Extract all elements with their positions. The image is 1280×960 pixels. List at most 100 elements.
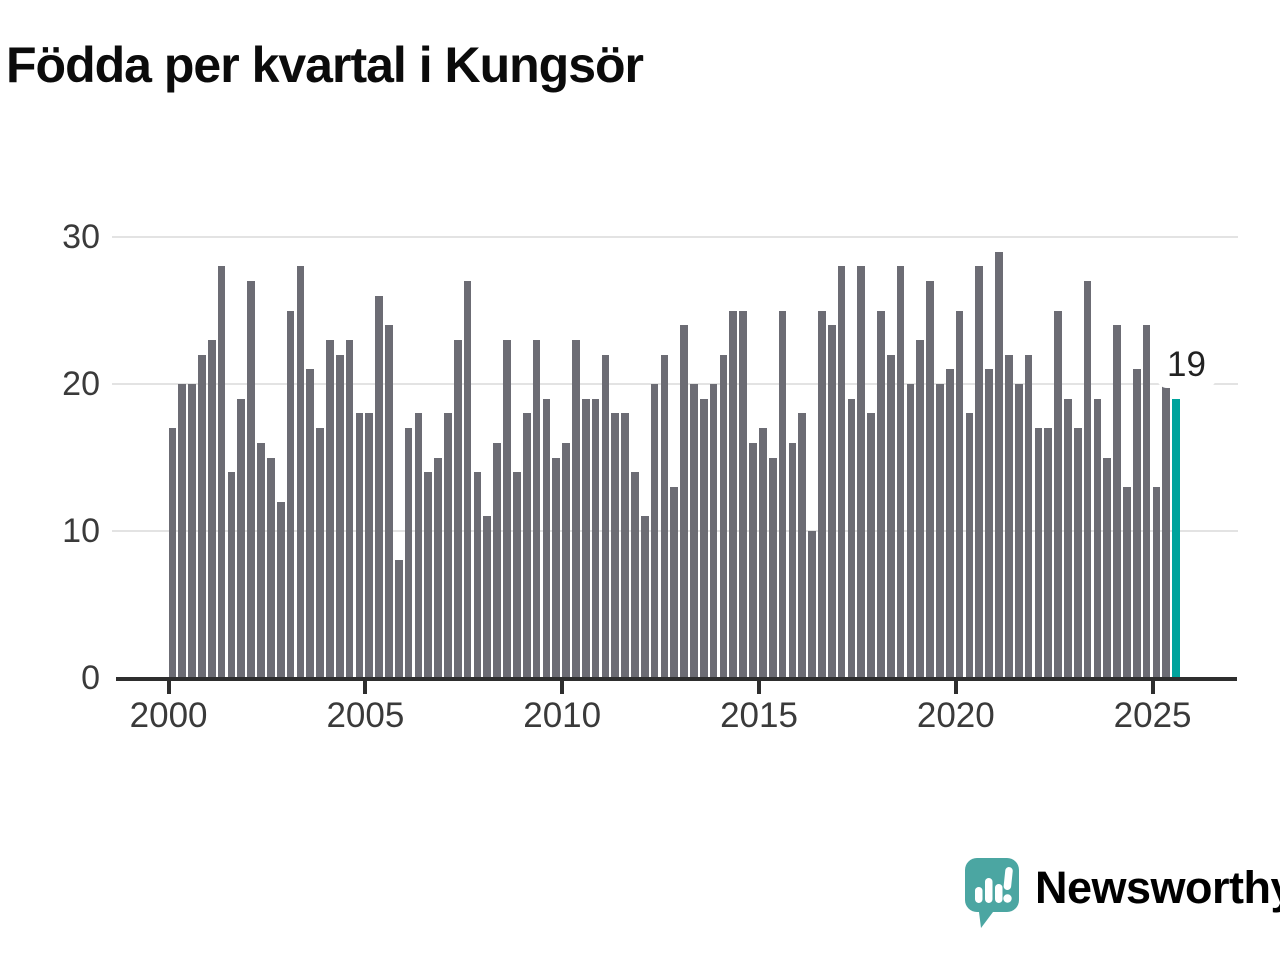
bar bbox=[473, 472, 482, 678]
bar bbox=[926, 281, 934, 678]
bar bbox=[847, 398, 856, 678]
bar bbox=[1132, 369, 1141, 678]
bar bbox=[404, 428, 413, 678]
bar bbox=[276, 501, 285, 678]
bar bbox=[640, 516, 649, 678]
bar bbox=[1044, 428, 1053, 678]
bar bbox=[945, 369, 954, 678]
x-axis-tick bbox=[757, 681, 761, 694]
bar bbox=[493, 442, 501, 678]
bar bbox=[709, 384, 718, 678]
bar bbox=[601, 354, 610, 678]
y-axis-tick-label: 10 bbox=[62, 512, 100, 550]
bar bbox=[503, 339, 511, 678]
bar bbox=[719, 354, 728, 678]
bar bbox=[483, 516, 492, 678]
bar bbox=[178, 384, 187, 678]
bar bbox=[857, 266, 866, 678]
bar bbox=[513, 472, 521, 678]
bar bbox=[247, 281, 255, 678]
bar bbox=[207, 339, 216, 678]
bar bbox=[444, 413, 452, 678]
bar bbox=[916, 339, 925, 678]
bar bbox=[572, 339, 580, 678]
x-axis-line bbox=[116, 677, 1237, 681]
bar bbox=[936, 384, 944, 678]
bar bbox=[198, 354, 206, 678]
bar bbox=[1103, 457, 1112, 678]
y-axis-tick-label: 20 bbox=[62, 365, 100, 403]
bar bbox=[316, 428, 324, 678]
bar bbox=[385, 325, 393, 678]
bar bbox=[680, 325, 688, 678]
bar bbox=[650, 384, 659, 678]
bar bbox=[1123, 486, 1131, 678]
bar bbox=[168, 428, 177, 678]
gridline-y-20 bbox=[112, 383, 1238, 385]
bar bbox=[286, 310, 295, 678]
bar bbox=[670, 486, 679, 678]
bar bbox=[1142, 325, 1151, 678]
bar bbox=[394, 560, 403, 678]
bar bbox=[1073, 428, 1082, 678]
bar bbox=[955, 310, 964, 678]
x-axis-tick bbox=[560, 681, 565, 694]
bar bbox=[463, 281, 472, 678]
bar bbox=[906, 384, 915, 678]
newsworthy-speech-bubble-chart-icon bbox=[965, 858, 1019, 928]
chart: 0 10 20 30 2000 2005 2010 2015 2020 2025 19 bbox=[62, 218, 1238, 735]
bar bbox=[1005, 354, 1013, 678]
bar bbox=[1054, 310, 1062, 678]
bar bbox=[1113, 325, 1121, 678]
bar bbox=[306, 369, 315, 678]
bar bbox=[660, 354, 669, 678]
y-axis-tick-label: 0 bbox=[81, 659, 100, 697]
x-axis-tick-label: 2000 bbox=[129, 696, 208, 735]
chart-title: Födda per kvartal i Kungsör bbox=[6, 37, 644, 93]
bar bbox=[896, 266, 905, 678]
bar bbox=[749, 442, 757, 678]
bar bbox=[424, 472, 433, 678]
gridline-y-30 bbox=[112, 236, 1238, 238]
bar bbox=[414, 413, 423, 678]
bar bbox=[975, 266, 984, 678]
bar bbox=[768, 457, 777, 678]
bar bbox=[267, 457, 275, 678]
bar bbox=[1064, 398, 1072, 678]
bar bbox=[375, 295, 383, 678]
x-axis-tick bbox=[953, 681, 958, 694]
bar bbox=[237, 398, 246, 678]
bar bbox=[1024, 354, 1033, 678]
bar bbox=[532, 339, 541, 678]
bar bbox=[699, 398, 708, 678]
bar bbox=[1034, 428, 1043, 678]
bar bbox=[690, 384, 698, 678]
bar bbox=[621, 413, 629, 678]
x-axis-tick bbox=[1150, 681, 1155, 694]
bar bbox=[995, 251, 1003, 678]
bar bbox=[827, 325, 836, 678]
bar bbox=[591, 398, 600, 678]
bar bbox=[965, 413, 974, 678]
bar bbox=[818, 310, 826, 678]
bar bbox=[1083, 281, 1092, 678]
newsworthy-logo-text: Newsworthy bbox=[1035, 862, 1280, 913]
bar bbox=[739, 310, 747, 678]
newsworthy-logo: Newsworthy bbox=[963, 856, 1280, 936]
bar bbox=[1152, 486, 1161, 678]
bar bbox=[808, 531, 816, 678]
bar bbox=[798, 413, 807, 678]
bar bbox=[837, 266, 846, 678]
bar bbox=[217, 266, 226, 678]
bar-highlighted bbox=[1172, 398, 1180, 678]
bar bbox=[434, 457, 442, 678]
x-axis-tick-label: 2025 bbox=[1113, 696, 1192, 735]
x-axis-tick-label: 2005 bbox=[326, 696, 405, 735]
x-axis-tick-label: 2015 bbox=[720, 696, 798, 735]
bar bbox=[1093, 398, 1102, 678]
bar bbox=[886, 354, 895, 678]
x-axis-tick bbox=[166, 681, 171, 694]
bar bbox=[759, 428, 767, 678]
bar bbox=[453, 339, 462, 678]
